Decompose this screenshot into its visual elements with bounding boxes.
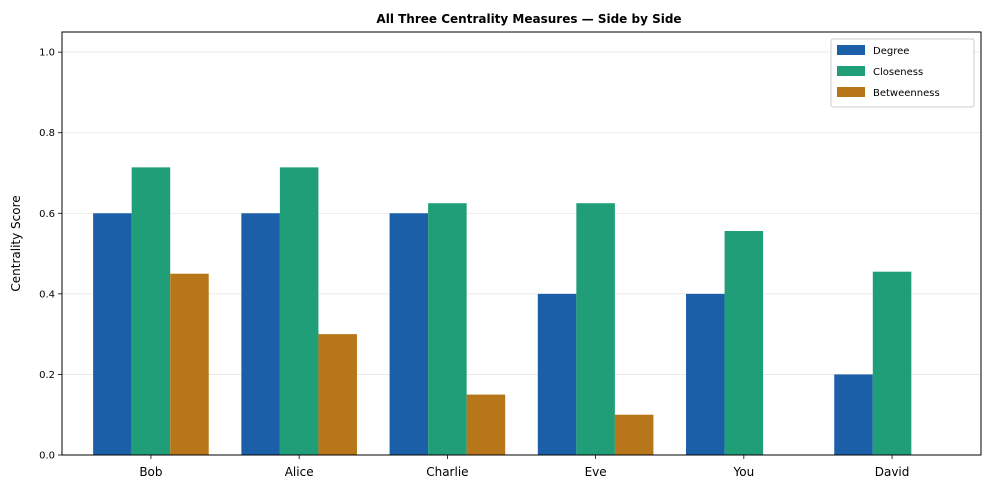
bar-degree-charlie	[389, 213, 429, 455]
bar-betweenness-alice	[318, 334, 357, 455]
bar-closeness-charlie	[428, 203, 467, 455]
bar-degree-bob	[93, 213, 132, 455]
legend: Degree Closeness Betweenness	[830, 38, 975, 108]
x-tick-label: Eve	[585, 465, 607, 479]
bar-closeness-you	[724, 231, 764, 455]
bar-degree-eve	[537, 293, 577, 455]
legend-label: Betweenness	[873, 88, 940, 99]
bar-betweenness-charlie	[466, 394, 506, 455]
bar-degree-david	[834, 374, 873, 455]
legend-label: Degree	[873, 46, 909, 57]
y-tick-label: 0.2	[39, 370, 55, 381]
x-tick-label: David	[875, 465, 910, 479]
x-tick-label: Alice	[285, 465, 314, 479]
bar-betweenness-bob	[170, 273, 209, 455]
y-tick-label: 0.4	[39, 289, 55, 300]
bar-degree-you	[686, 293, 725, 455]
legend-swatch	[837, 87, 865, 97]
x-tick-label: Bob	[139, 465, 162, 479]
y-tick-label: 1.0	[39, 48, 55, 59]
y-axis-label: Centrality Score	[9, 195, 23, 291]
bars	[93, 167, 912, 456]
bar-closeness-david	[872, 271, 912, 455]
bar-closeness-eve	[576, 203, 615, 455]
bar-closeness-alice	[279, 167, 319, 456]
bar-closeness-bob	[131, 167, 171, 456]
bar-betweenness-eve	[614, 414, 654, 455]
legend-label: Closeness	[873, 67, 923, 78]
bar-degree-alice	[241, 213, 280, 455]
x-tick-label: Charlie	[426, 465, 468, 479]
x-axis: Bob Alice Charlie Eve You David	[139, 455, 909, 479]
chart-title: All Three Centrality Measures — Side by …	[376, 12, 681, 26]
y-tick-label: 0.8	[39, 128, 55, 139]
y-axis: 0.0 0.2 0.4 0.6 0.8 1.0	[39, 48, 62, 462]
y-tick-label: 0.6	[39, 209, 55, 220]
legend-swatch	[837, 66, 865, 76]
x-tick-label: You	[732, 465, 754, 479]
y-tick-label: 0.0	[39, 451, 55, 462]
legend-swatch	[837, 45, 865, 55]
legend-box	[830, 38, 975, 108]
plot-frame	[61, 31, 982, 456]
